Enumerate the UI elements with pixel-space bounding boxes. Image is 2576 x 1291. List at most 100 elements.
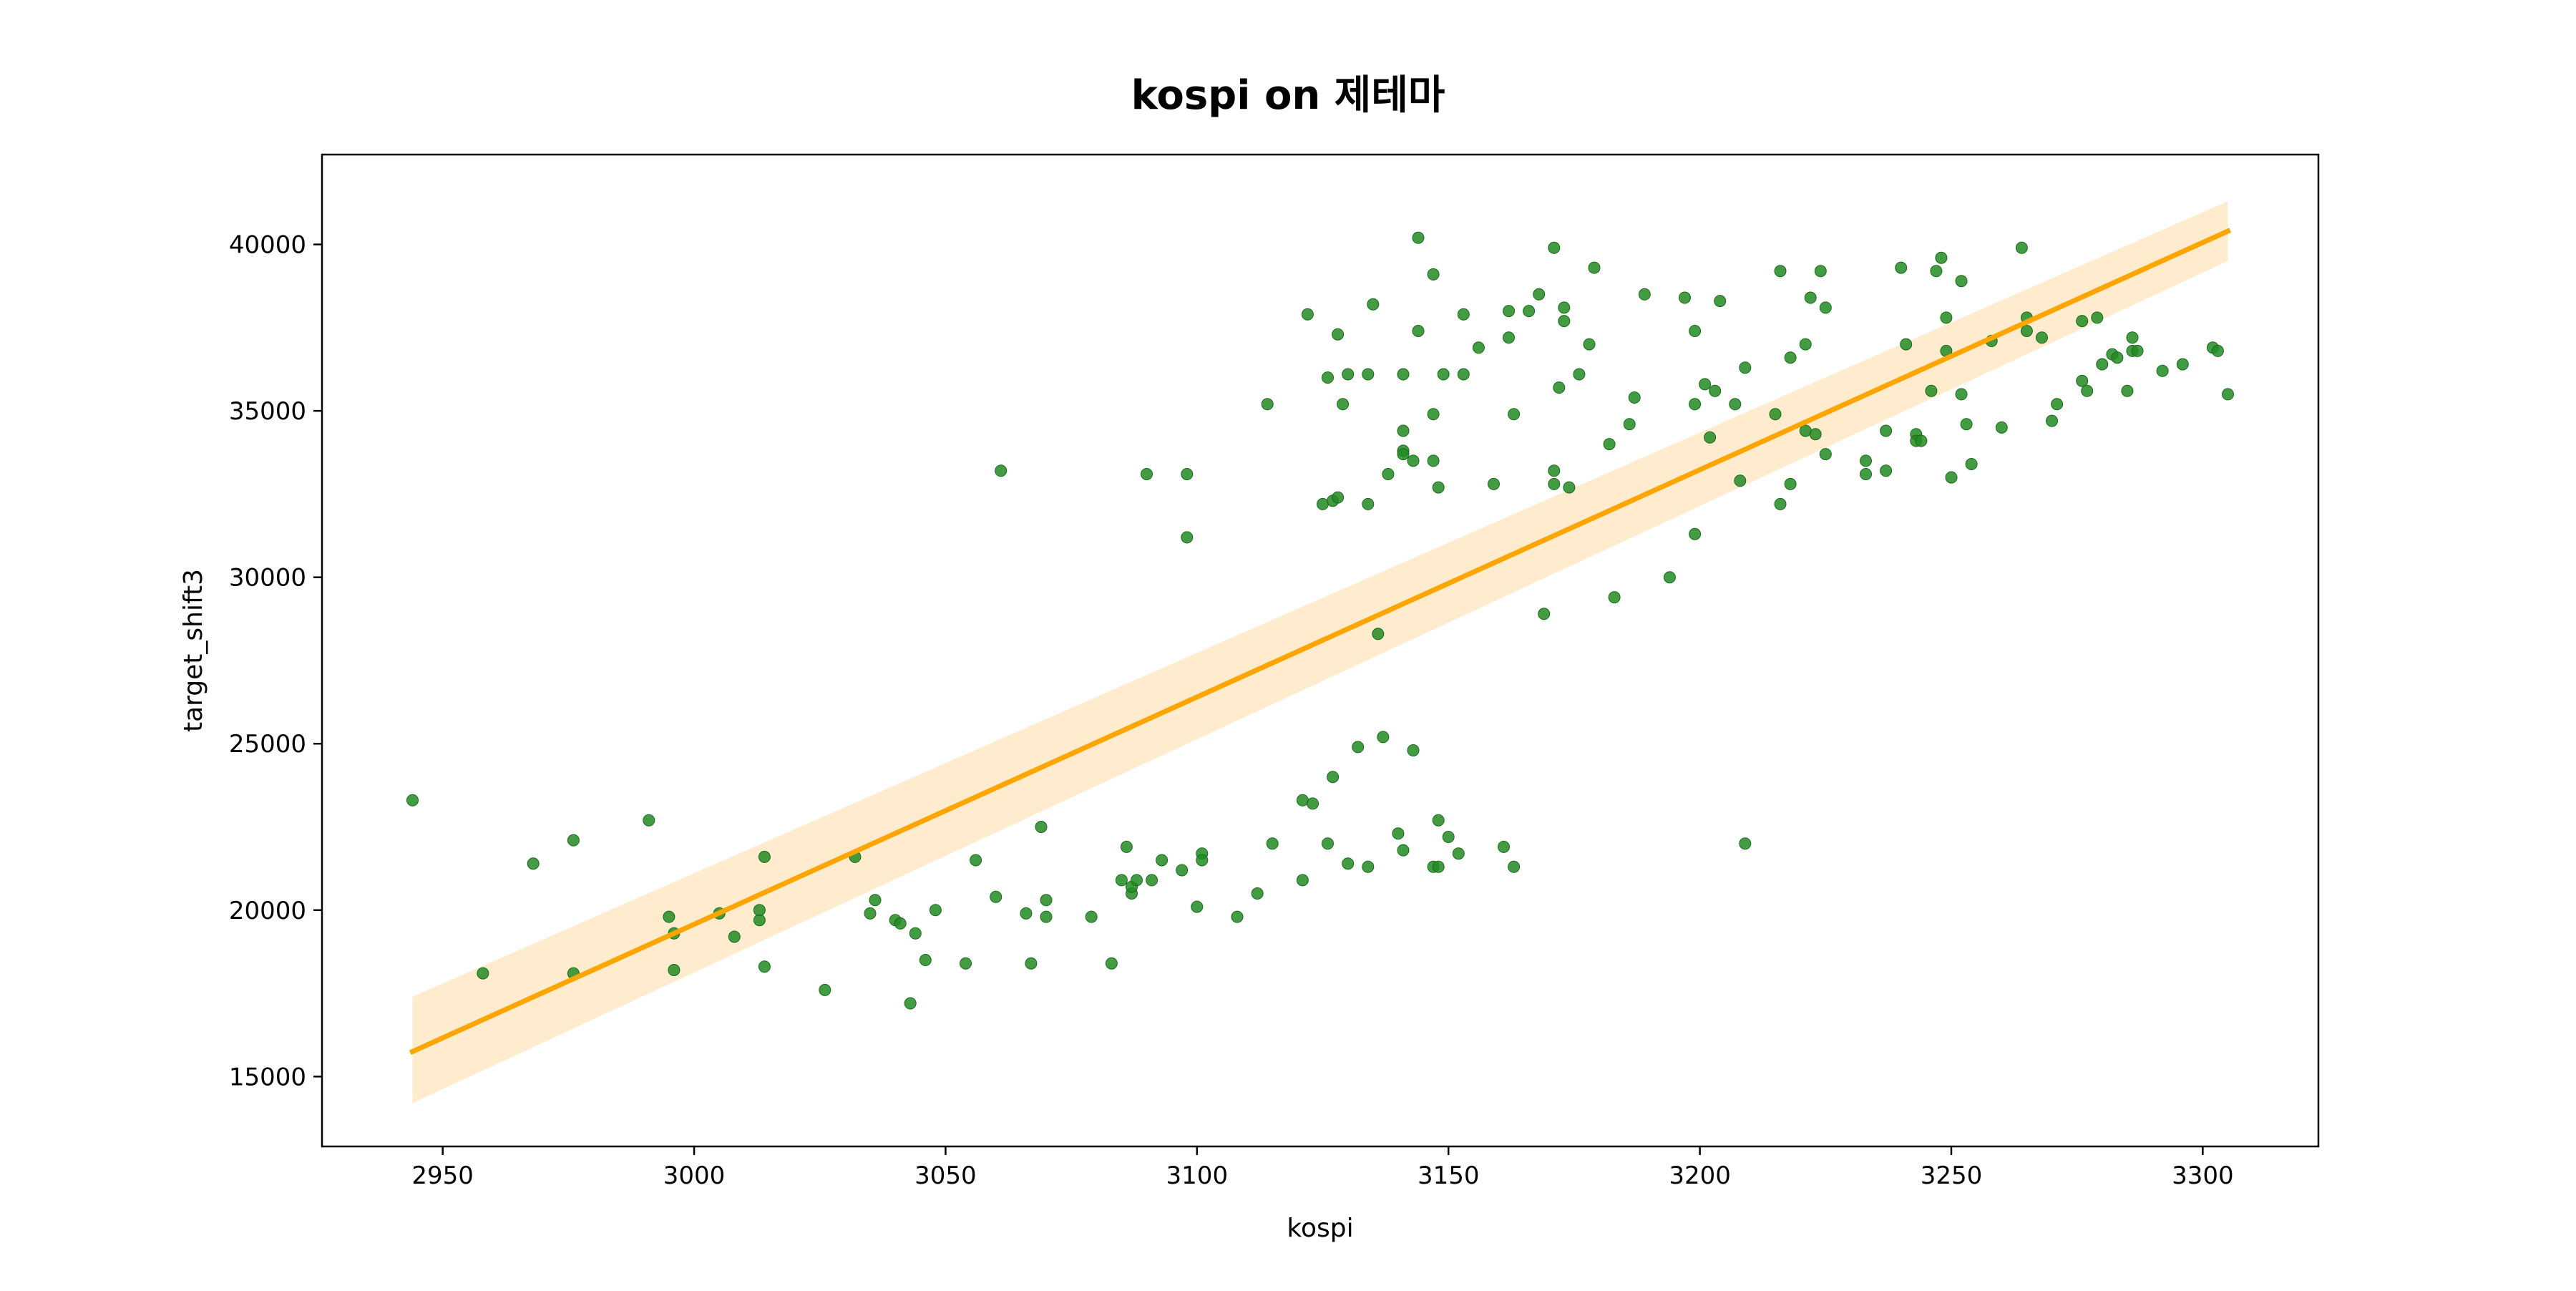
- data-point: [1105, 957, 1118, 970]
- data-point: [2046, 414, 2058, 427]
- data-point: [1427, 454, 1440, 467]
- data-point: [2015, 241, 2028, 254]
- data-point: [2111, 351, 2124, 364]
- data-point: [1332, 328, 1345, 341]
- data-point: [1432, 481, 1445, 494]
- data-point: [1191, 900, 1204, 913]
- y-axis-ticks: 15000 20000 25000 30000 35000 40000: [229, 231, 322, 1091]
- data-point: [1181, 531, 1194, 544]
- data-point: [1377, 731, 1390, 744]
- data-point: [1689, 398, 1702, 411]
- data-point: [1251, 887, 1264, 900]
- data-point: [1412, 325, 1425, 337]
- data-point: [1689, 527, 1702, 540]
- data-point: [2121, 384, 2134, 397]
- x-tick-label: 3200: [1669, 1161, 1731, 1190]
- data-point: [1588, 261, 1601, 274]
- data-point: [1508, 860, 1521, 873]
- fit-line-layer: [409, 228, 2232, 1056]
- data-point: [1457, 308, 1470, 321]
- data-point: [1261, 398, 1274, 411]
- data-point: [758, 960, 771, 973]
- data-point: [819, 983, 831, 996]
- data-point: [1442, 831, 1455, 843]
- data-point: [1085, 910, 1098, 923]
- data-point: [1734, 474, 1747, 487]
- data-point: [2131, 344, 2144, 357]
- data-point: [1819, 448, 1832, 461]
- data-point: [1689, 325, 1702, 337]
- data-point: [477, 967, 489, 980]
- data-point: [1553, 381, 1566, 394]
- data-point: [1427, 268, 1440, 281]
- plot-area-frame: [321, 153, 2320, 1148]
- data-point: [1538, 608, 1551, 620]
- data-point: [1427, 408, 1440, 421]
- data-point: [1699, 378, 1712, 391]
- y-tick-label: 15000: [229, 1063, 306, 1091]
- data-point: [2222, 388, 2234, 401]
- data-point: [1679, 291, 1691, 304]
- data-point: [1397, 448, 1410, 461]
- data-point: [1432, 860, 1445, 873]
- data-point: [1945, 471, 1958, 484]
- data-point: [1382, 468, 1395, 480]
- regression-line: [409, 228, 2232, 1056]
- data-point: [929, 904, 942, 917]
- data-point: [1322, 371, 1334, 384]
- data-point: [1432, 814, 1445, 827]
- data-point: [1231, 910, 1244, 923]
- data-point: [1880, 464, 1893, 477]
- data-point: [909, 927, 922, 940]
- data-point: [1146, 874, 1158, 887]
- data-point: [753, 904, 766, 917]
- data-point: [1337, 398, 1350, 411]
- data-point: [1503, 305, 1515, 318]
- data-point: [1362, 497, 1375, 510]
- data-point: [904, 997, 917, 1010]
- data-point: [406, 794, 419, 807]
- data-point: [1558, 301, 1571, 314]
- data-point: [1739, 361, 1752, 374]
- y-axis-label: target_shift3: [179, 569, 208, 732]
- data-point: [1729, 398, 1742, 411]
- data-point: [1533, 288, 1546, 301]
- data-point: [1488, 477, 1500, 490]
- data-point: [1774, 497, 1787, 510]
- x-axis-label: kospi: [1287, 1214, 1353, 1243]
- data-point: [1040, 894, 1053, 907]
- data-point: [2211, 344, 2224, 357]
- data-point: [1035, 821, 1048, 833]
- data-point: [960, 957, 972, 970]
- data-point: [1367, 298, 1380, 311]
- data-point: [1115, 874, 1128, 887]
- y-tick-label: 30000: [229, 564, 306, 593]
- data-point: [1940, 311, 1953, 324]
- data-point: [1548, 464, 1561, 477]
- data-point: [2036, 331, 2048, 344]
- data-point: [1548, 477, 1561, 490]
- data-point: [1774, 265, 1787, 278]
- data-point: [2051, 398, 2064, 411]
- data-point: [1523, 305, 1536, 318]
- data-point: [1638, 288, 1651, 301]
- data-point: [1307, 797, 1319, 810]
- data-point: [1472, 341, 1485, 354]
- data-point: [1955, 388, 1968, 401]
- data-point: [1799, 338, 1812, 351]
- data-point: [1819, 301, 1832, 314]
- data-point: [2076, 315, 2089, 328]
- data-point: [1608, 591, 1621, 604]
- data-point: [1860, 454, 1872, 467]
- data-point: [919, 954, 932, 966]
- y-tick-label: 20000: [229, 897, 306, 925]
- data-point: [1156, 854, 1169, 867]
- data-point: [1266, 837, 1279, 850]
- x-tick-label: 3250: [1921, 1161, 1983, 1190]
- data-point: [1603, 438, 1616, 451]
- data-point: [1563, 481, 1576, 494]
- data-point: [2126, 331, 2139, 344]
- data-point: [1860, 468, 1872, 480]
